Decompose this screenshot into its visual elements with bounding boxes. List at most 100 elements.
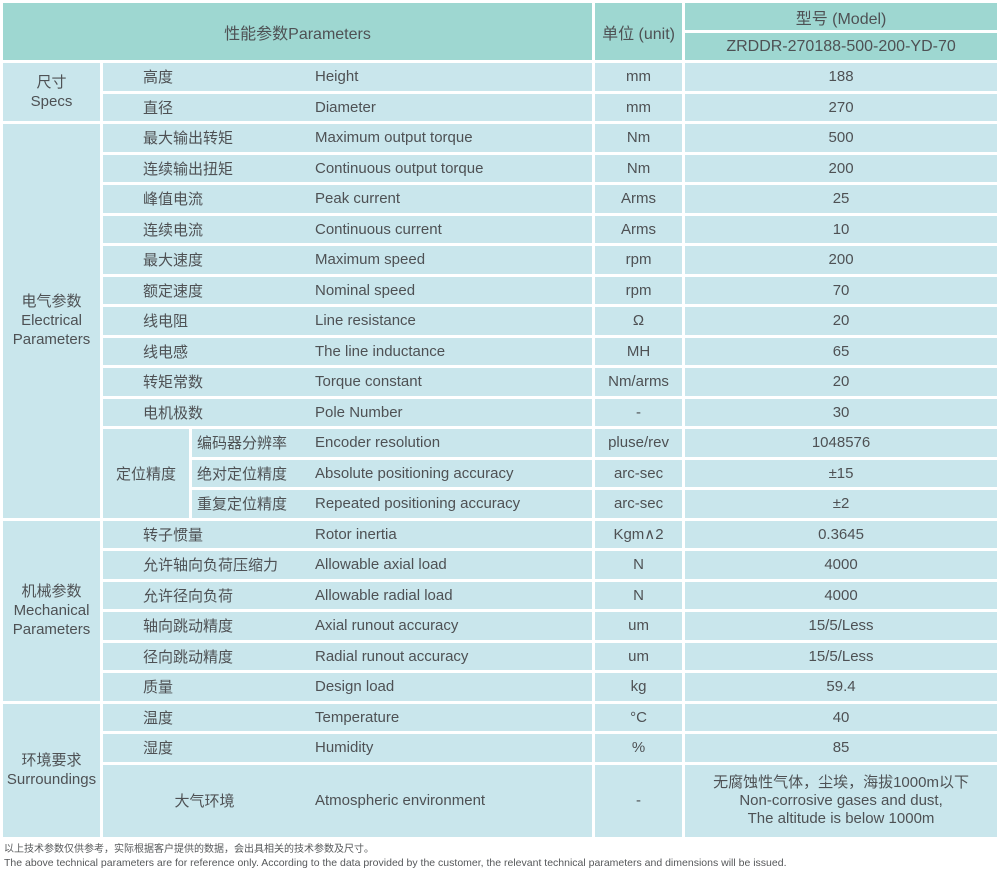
param-label-cn: 轴向跳动精度 [143,618,234,636]
param-cell: 线电感 The line inductance [103,337,593,365]
param-label-cn: 转矩常数 [143,374,204,392]
param-cell: 允许轴向负荷压缩力 Allowable axial load [103,551,593,579]
unit-cell: Arms [595,215,683,243]
param-label-cn: 线电感 [143,343,189,361]
section-label-en: Surroundings [6,771,97,788]
param-label-cn: 连续输出扭矩 [143,160,234,178]
spec-row: 环境要求 Surroundings 温度 Temperature °C 40 [3,703,998,837]
value-cell: 270 [685,93,998,121]
footnote-chinese: 以上技术参数仅供参考，实际根据客户提供的数据，会出具相关的技术参数及尺寸。 [4,843,374,855]
spec-row: 电机极数 Pole Number -30 [3,398,998,426]
unit-cell: mm [595,93,683,121]
section-cell: 环境要求 Surroundings [3,703,100,837]
spec-row: 允许径向负荷 Allowable radial load N 4000 [3,581,998,609]
param-label-en: Height [315,68,359,86]
parameters-header-label: 性能参数Parameters [3,3,593,60]
value-line: 无腐蚀性气体，尘埃，海拔1000m以下 [713,773,969,791]
param-label-en: Allowable axial load [315,556,447,574]
param-label-cn: 大气环境 [174,793,235,810]
value-cell: 70 [685,276,998,304]
unit-cell: N [595,551,683,579]
param-label-en: Pole Number [315,403,403,421]
param-cell: 转矩常数 Torque constant [103,368,593,396]
param-label-en: Torque constant [315,373,422,391]
param-cell: 径向跳动精度 Radial runout accuracy [103,642,593,670]
unit-cell: um [595,642,683,670]
section-label-en: Specs [30,93,73,110]
param-cell: 允许径向负荷 Allowable radial load [103,581,593,609]
param-cell: 湿度 Humidity [103,734,593,762]
spec-row: 湿度 Humidity% 85 [3,734,998,762]
footnotes: 以上技术参数仅供参考，实际根据客户提供的数据，会出具相关的技术参数及尺寸。 Th… [0,840,1000,870]
spec-row: 线电阻 Line resistance Ω 20 [3,307,998,335]
spec-table-body: 尺寸 Specs 高度 Height mm 188 直径 Diameter mm 270 电气参数 E… [3,63,998,837]
param-label-en: Maximum output torque [315,129,473,147]
value-cell: 200 [685,246,998,274]
param-label-cn: 最大速度 [143,252,204,270]
value-cell: 200 [685,154,998,182]
unit-cell: - [595,398,683,426]
value-cell: 20 [685,307,998,335]
param-cell: 转子惯量 Rotor inertia [103,520,593,548]
param-cell: 重复定位精度 Repeated positioning accuracy [192,490,593,518]
group-cell: 定位精度 [103,429,189,518]
header-row-top: 性能参数Parameters 单位 (unit) 型号 (Model) [3,3,998,60]
param-label-en: Encoder resolution [315,434,441,452]
unit-cell: % [595,734,683,762]
value-cell: ±2 [685,490,998,518]
unit-cell: Nm/arms [595,368,683,396]
param-label-cn: 线电阻 [143,313,189,331]
value-cell: 20 [685,368,998,396]
spec-row: 连续电流 Continuous current Arms 10 [3,215,998,243]
param-label-cn: 额定速度 [143,282,204,300]
value-cell: 0.3645 [685,520,998,548]
spec-row: 转矩常数 Torque constant Nm/arms 20 [3,368,998,396]
unit-cell: um [595,612,683,640]
param-cell: 编码器分辨率 Encoder resolution [192,429,593,457]
param-label-en: Rotor inertia [315,525,397,543]
section-label-cn: 机械参数 [21,583,82,600]
value-cell: 1048576 [685,429,998,457]
section-cell: 机械参数 Mechanical Parameters [3,520,100,701]
param-label-cn: 质量 [143,679,174,697]
spec-row: 电气参数 Electrical Parameters 最大输出转矩 Maximum ou… [3,124,998,518]
spec-row: 额定速度 Nominal speed rpm 70 [3,276,998,304]
param-label-cn: 绝对定位精度 [197,465,288,483]
value-cell: 15/5/Less [685,642,998,670]
spec-row: 质量 Design load kg 59.4 [3,673,998,701]
spec-row: 径向跳动精度 Radial runout accuracy um 15/5/Less [3,642,998,670]
spec-row: 允许轴向负荷压缩力 Allowable axial load N 4000 [3,551,998,579]
param-cell: 线电阻 Line resistance [103,307,593,335]
spec-table-header: 性能参数Parameters 单位 (unit) 型号 (Model) ZRDD… [3,3,998,60]
value-cell: 4000 [685,581,998,609]
param-label-en: Radial runout accuracy [315,647,469,665]
spec-row: 连续输出扭矩 Continuous output torque Nm 200 [3,154,998,182]
spec-row: 尺寸 Specs 高度 Height mm 188 [3,63,998,121]
unit-cell: rpm [595,246,683,274]
header-row-model: ZRDDR-270188-500-200-YD-70 [3,33,998,60]
param-label-cn: 电机极数 [143,404,204,422]
param-label-cn: 编码器分辨率 [197,435,288,453]
param-label-en: Humidity [315,739,374,757]
param-cell: 最大速度 Maximum speed [103,246,593,274]
param-label-cn: 允许径向负荷 [143,587,234,605]
spec-row: 绝对定位精度 Absolute positioning accuracy arc-s… [3,459,998,487]
spec-row: 直径 Diameter mm 270 [3,93,998,121]
unit-cell: Ω [595,307,683,335]
param-label-en: Diameter [315,98,376,116]
model-number: ZRDDR-270188-500-200-YD-70 [685,33,998,60]
param-cell: 高度 Height [103,63,593,91]
unit-header-label: 单位 (unit) [595,3,683,60]
value-cell: 15/5/Less [685,612,998,640]
param-label-en: The line inductance [315,342,446,360]
param-cell: 连续电流 Continuous current [103,215,593,243]
unit-cell: pluse/rev [595,429,683,457]
value-cell: 500 [685,124,998,152]
param-label-cn: 直径 [143,99,174,117]
param-cell: 绝对定位精度 Absolute positioning accuracy [192,459,593,487]
model-header-label: 型号 (Model) [685,3,998,30]
unit-cell: Kgm∧2 [595,520,683,548]
section-label-cn: 环境要求 [21,752,82,769]
param-cell: 连续输出扭矩 Continuous output torque [103,154,593,182]
